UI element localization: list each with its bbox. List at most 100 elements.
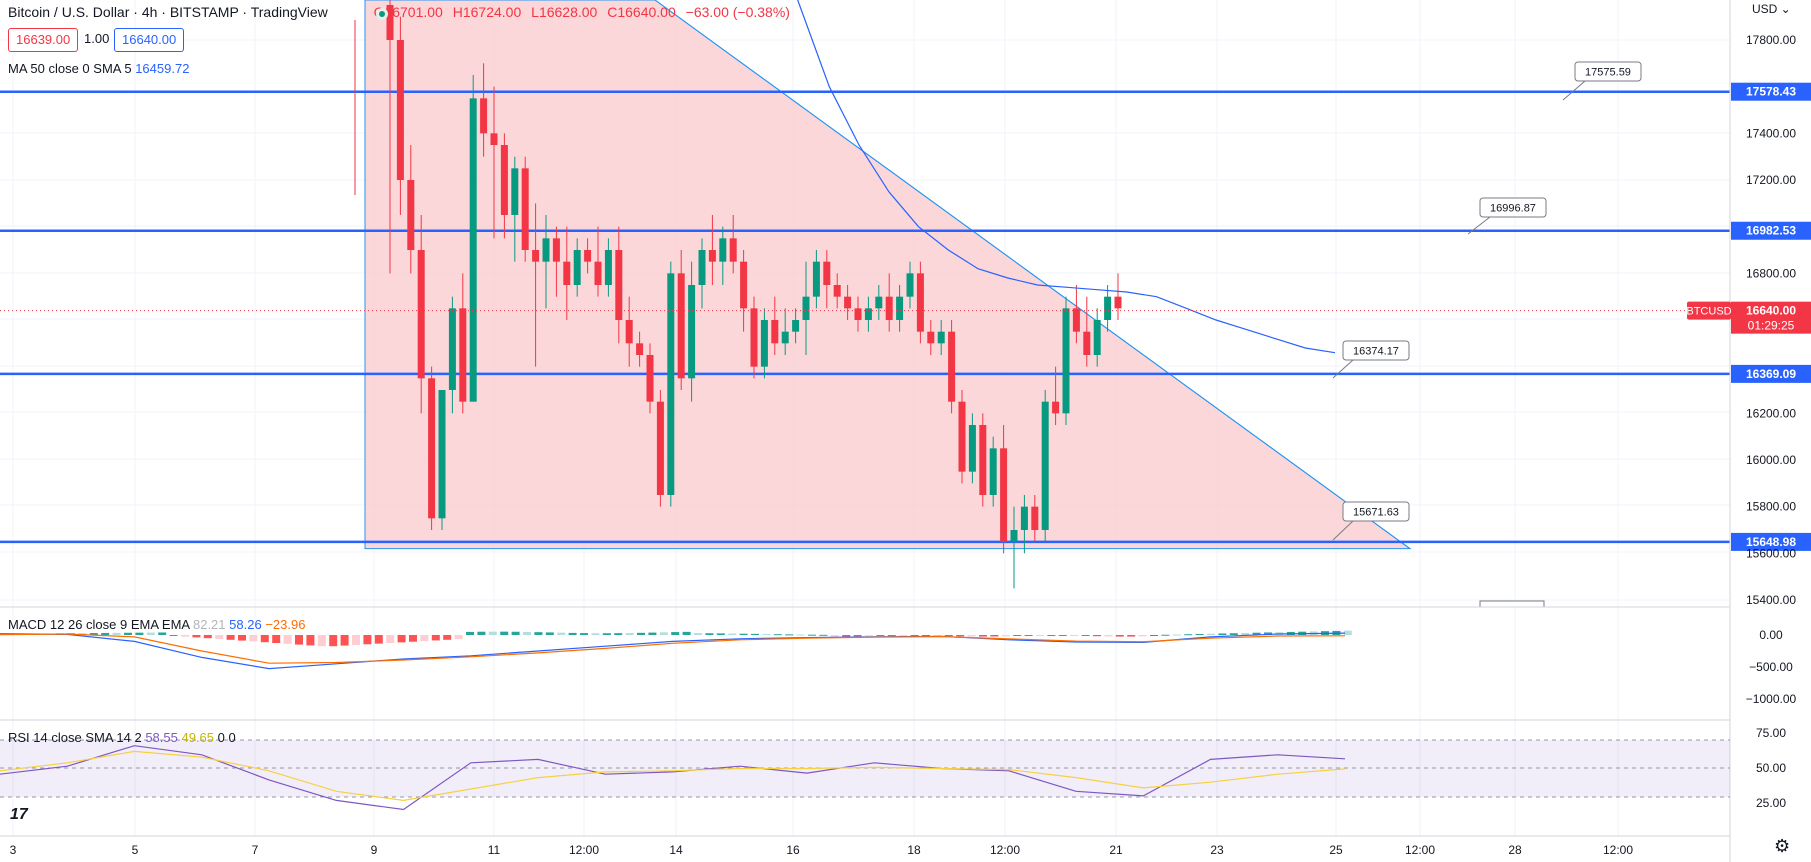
- candle[interactable]: [989, 448, 997, 495]
- candle[interactable]: [636, 343, 644, 355]
- candle[interactable]: [802, 296, 810, 320]
- candle[interactable]: [625, 320, 633, 344]
- candle[interactable]: [698, 250, 706, 285]
- candle[interactable]: [511, 168, 519, 215]
- candle[interactable]: [667, 273, 675, 495]
- callout-box[interactable]: [1342, 501, 1410, 522]
- candles[interactable]: [354, 0, 1122, 589]
- macd-histogram-bar: [317, 635, 326, 647]
- candle[interactable]: [1083, 331, 1091, 355]
- candle[interactable]: [1093, 320, 1101, 355]
- candle[interactable]: [594, 261, 602, 285]
- callout-box[interactable]: [1574, 61, 1642, 82]
- candle[interactable]: [750, 308, 758, 367]
- candle[interactable]: [480, 98, 488, 134]
- candle[interactable]: [1114, 296, 1122, 309]
- candle[interactable]: [948, 331, 956, 402]
- candle[interactable]: [490, 133, 498, 145]
- symbol-title[interactable]: Bitcoin / U.S. Dollar · 4h · BITSTAMP · …: [8, 4, 328, 20]
- callout-box[interactable]: [1342, 340, 1410, 361]
- price-axis[interactable]: 17578.43 16982.53 16369.09 15648.98 17800.00…: [1686, 33, 1811, 810]
- candle[interactable]: [459, 308, 467, 402]
- candle[interactable]: [979, 425, 987, 495]
- candle[interactable]: [896, 296, 904, 320]
- candle[interactable]: [864, 308, 872, 320]
- candle[interactable]: [532, 250, 540, 262]
- candle[interactable]: [740, 261, 748, 309]
- candle[interactable]: [708, 250, 716, 262]
- candle[interactable]: [604, 250, 612, 285]
- candle[interactable]: [500, 145, 508, 215]
- macd-histogram-bar: [523, 631, 531, 635]
- macd-histogram-bar: [1252, 632, 1261, 635]
- candle[interactable]: [584, 250, 592, 262]
- rsi-pane[interactable]: [0, 739, 1730, 811]
- price-callouts[interactable]: 17575.59 16996.87 16374.17 15671.63: [1332, 61, 1642, 608]
- tradingview-logo-icon[interactable]: 17: [10, 806, 28, 823]
- candle[interactable]: [1052, 401, 1060, 414]
- candle[interactable]: [906, 273, 914, 297]
- candle[interactable]: [417, 250, 425, 379]
- horizontal-levels[interactable]: [0, 90, 1730, 544]
- candle[interactable]: [1104, 296, 1112, 320]
- candle[interactable]: [968, 425, 976, 472]
- candle[interactable]: [1010, 530, 1018, 542]
- candle[interactable]: [937, 331, 945, 344]
- macd-histogram-bar: [306, 635, 315, 646]
- macd-legend[interactable]: MACD 12 26 close 9 EMA EMA 82.21 58.26 −…: [8, 617, 305, 632]
- candle[interactable]: [1000, 448, 1008, 542]
- candle[interactable]: [792, 320, 800, 332]
- callout-label: 16996.87: [1490, 203, 1536, 215]
- candle[interactable]: [760, 320, 768, 367]
- candle[interactable]: [448, 308, 456, 390]
- candle[interactable]: [875, 296, 883, 309]
- candle[interactable]: [615, 250, 623, 320]
- candle[interactable]: [688, 285, 696, 379]
- gear-icon[interactable]: ⚙: [1774, 836, 1791, 856]
- candle[interactable]: [823, 261, 831, 285]
- candle[interactable]: [521, 168, 529, 250]
- buy-price-button[interactable]: 16640.00: [114, 28, 185, 52]
- candle[interactable]: [386, 5, 394, 40]
- candle[interactable]: [719, 238, 727, 262]
- candle[interactable]: [729, 238, 737, 262]
- candle[interactable]: [854, 308, 862, 320]
- candle[interactable]: [833, 285, 841, 297]
- candle[interactable]: [656, 401, 664, 495]
- price-tick-label: 15800.00: [1746, 500, 1796, 514]
- candle[interactable]: [646, 355, 654, 402]
- currency-selector[interactable]: USD ⌄: [1752, 2, 1791, 16]
- candle[interactable]: [781, 331, 789, 344]
- callout-box[interactable]: [1479, 197, 1547, 218]
- ma-indicator-legend[interactable]: MA 50 close 0 SMA 5 16459.72: [8, 61, 189, 76]
- candle[interactable]: [573, 250, 581, 285]
- candle[interactable]: [563, 261, 571, 285]
- candle[interactable]: [885, 296, 893, 320]
- macd-histogram-bar: [853, 635, 862, 637]
- candle[interactable]: [1020, 506, 1028, 530]
- candle[interactable]: [1072, 308, 1080, 332]
- candle[interactable]: [1041, 401, 1049, 530]
- candle[interactable]: [396, 40, 404, 180]
- macd-pane[interactable]: [0, 630, 1352, 670]
- candle[interactable]: [1062, 308, 1070, 414]
- candle[interactable]: [958, 401, 966, 472]
- candle[interactable]: [1031, 506, 1039, 530]
- candle[interactable]: [812, 261, 820, 297]
- candle[interactable]: [916, 273, 924, 332]
- sell-price-button[interactable]: 16639.00: [8, 28, 79, 52]
- candle[interactable]: [677, 273, 685, 379]
- candle[interactable]: [428, 378, 436, 519]
- candle[interactable]: [552, 238, 560, 262]
- candle[interactable]: [771, 320, 779, 344]
- candle[interactable]: [438, 390, 446, 519]
- candle[interactable]: [407, 180, 415, 250]
- candle[interactable]: [927, 331, 935, 344]
- rsi-legend[interactable]: RSI 14 close SMA 14 2 58.55 49.65 0 0: [8, 730, 236, 745]
- descending-triangle-drawing[interactable]: [364, 0, 1412, 550]
- candle[interactable]: [844, 296, 852, 309]
- time-axis[interactable]: 3 5 7 9 11 12:00 14 16 18 12:00 21 23 25 12:00 28 12:00: [10, 843, 1634, 857]
- candle[interactable]: [542, 238, 550, 262]
- candle[interactable]: [469, 98, 477, 402]
